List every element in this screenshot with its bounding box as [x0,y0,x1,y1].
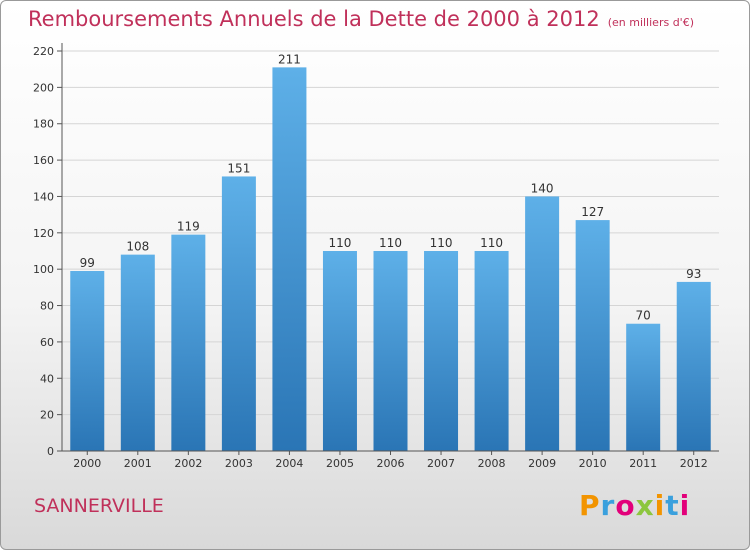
data-label-2009: 140 [531,181,554,195]
data-label-2004: 211 [278,52,301,66]
bar-2006 [373,251,408,451]
x-tick-label-2011: 2011 [629,457,657,470]
y-tick-label: 80 [40,300,54,313]
bar-2012 [676,281,711,451]
bar-2009 [525,196,560,451]
y-tick-label: 100 [33,263,54,276]
logo-letter: x [635,489,655,522]
data-label-2003: 151 [227,161,250,175]
y-tick-label: 60 [40,336,54,349]
x-tick-label-2007: 2007 [427,457,455,470]
data-label-2010: 127 [581,205,604,219]
x-tick-label-2012: 2012 [680,457,708,470]
x-tick-label-2009: 2009 [528,457,556,470]
y-tick-label: 200 [33,81,54,94]
data-label-2005: 110 [329,236,352,250]
x-tick-label-2004: 2004 [275,457,303,470]
axes: 0 20 40 60 80 100 120 140 160 180 200 220 2000 2001 20… [33,43,719,470]
logo-letter: t [665,489,680,522]
logo-letter: P [579,489,601,522]
y-tick-label: 20 [40,409,54,422]
x-tick-label-2005: 2005 [326,457,354,470]
title-text: Remboursements Annuels de la Dette de 20… [28,7,600,31]
data-label-2011: 70 [636,309,651,323]
x-tick-label-2002: 2002 [174,457,202,470]
units-note: (en milliers d'€) [607,16,694,29]
bar-2005 [322,251,357,451]
x-tick-label-2008: 2008 [478,457,506,470]
bar-2000 [70,271,105,451]
y-tick-label: 160 [33,154,54,167]
bar-2001 [120,254,155,451]
y-tick-label: 120 [33,227,54,240]
x-tick-label-2003: 2003 [225,457,253,470]
logo-letter: i [654,489,666,522]
bar-2004 [272,67,307,451]
bar-2007 [424,251,459,451]
chart-title: Remboursements Annuels de la Dette de 20… [28,7,694,31]
x-tick-label-2000: 2000 [73,457,101,470]
data-label-2002: 119 [177,220,200,234]
bar-2008 [474,251,509,451]
logo-letter: o [615,489,636,522]
data-label-2006: 110 [379,236,402,250]
data-label-2012: 93 [686,267,701,281]
bars [70,67,711,452]
data-label-2001: 108 [126,240,149,254]
bar-2010 [575,220,610,451]
data-label-2000: 99 [80,256,95,270]
proxiti-logo: Proxiti [579,489,690,522]
bar-2011 [626,323,661,451]
y-tick-label: 140 [33,190,54,203]
bar-2003 [221,176,256,452]
y-tick-label: 40 [40,372,54,385]
x-tick-label-2006: 2006 [377,457,405,470]
bar-2002 [171,234,206,451]
data-labels: 99 108 119 151 211 110 110 110 110 140 127 70 93 [80,52,702,322]
y-tick-label: 0 [47,445,54,458]
y-tick-label: 220 [33,45,54,58]
x-tick-label-2001: 2001 [124,457,152,470]
city-name: SANNERVILLE [34,495,164,517]
data-label-2007: 110 [430,236,453,250]
logo-letter: i [679,489,691,522]
x-tick-label-2010: 2010 [579,457,607,470]
y-tick-label: 180 [33,118,54,131]
data-label-2008: 110 [480,236,503,250]
logo-letter: r [600,489,616,522]
